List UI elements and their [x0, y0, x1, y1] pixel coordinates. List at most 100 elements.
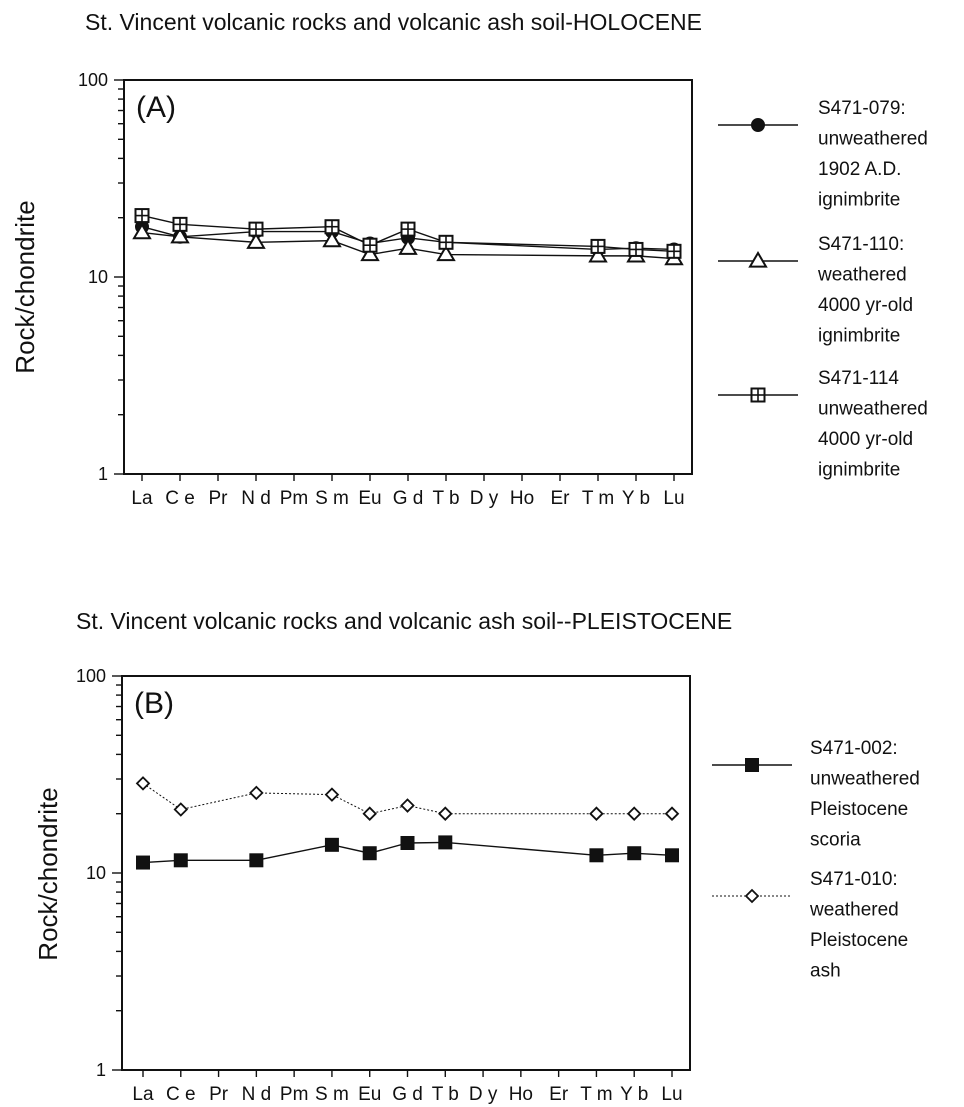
x-tick-label: Er: [549, 1084, 569, 1105]
x-tick-label: Pr: [209, 488, 229, 509]
x-tick-label: T m: [582, 488, 614, 509]
x-tick-label: S m: [315, 488, 349, 509]
legend-entry-1: S471-079: unweathered 1902 A.D. ignimbrite: [718, 98, 928, 211]
y-axis-ticks: [114, 79, 124, 475]
legend-label: unweathered: [810, 769, 920, 790]
data-point: [246, 232, 266, 249]
data-point: [134, 208, 150, 224]
data-point: [665, 848, 679, 863]
y-axis-ticks: [112, 675, 122, 1071]
chart-title: St. Vincent volcanic rocks and volcanic …: [85, 9, 702, 35]
legend-label: unweathered: [818, 399, 928, 420]
legend-marker: [750, 387, 766, 403]
y-tick-label: 100: [78, 70, 108, 90]
data-point: [362, 806, 377, 821]
data-point: [626, 806, 642, 821]
data-point: [438, 835, 453, 850]
series-2: [135, 776, 680, 821]
data-point: [664, 806, 680, 821]
x-tick-label: Eu: [358, 488, 381, 509]
legend-entry-2: S471-010: weathered Pleistocene ash: [712, 869, 908, 982]
x-tick-label: Pm: [280, 488, 309, 509]
chart-panel-a: St. Vincent volcanic rocks and volcanic …: [10, 9, 928, 509]
data-point: [362, 846, 377, 861]
x-axis-ticks: [141, 474, 675, 481]
data-point: [666, 243, 682, 259]
y-tick-label: 10: [88, 267, 108, 287]
x-axis-ticks: [142, 1070, 673, 1077]
series-line: [141, 214, 675, 253]
y-tick-label: 10: [86, 863, 106, 883]
data-point: [400, 835, 415, 850]
data-point: [588, 245, 608, 263]
legend-marker: [744, 888, 760, 904]
data-point: [360, 244, 380, 262]
x-tick-label: La: [131, 488, 153, 509]
legend-label: Pleistocene: [810, 799, 908, 820]
data-point: [589, 848, 604, 863]
legend-label: unweathered: [818, 129, 928, 150]
data-point: [132, 222, 152, 240]
legend-label: S471-079:: [818, 98, 906, 119]
x-tick-label: D y: [470, 488, 499, 509]
panel-label: (B): [134, 687, 174, 720]
x-tick-label: Y b: [620, 1084, 648, 1105]
legend-label: scoria: [810, 830, 861, 851]
chart-panel-b: St. Vincent volcanic rocks and volcanic …: [33, 608, 920, 1105]
x-tick-label: Pr: [209, 1084, 229, 1105]
data-point: [322, 230, 342, 248]
data-point: [627, 846, 642, 861]
legend-label: Pleistocene: [810, 930, 908, 951]
data-point: [173, 802, 189, 817]
x-tick-label: C e: [166, 1084, 196, 1105]
x-tick-label: C e: [165, 488, 195, 509]
chart-title: St. Vincent volcanic rocks and volcanic …: [76, 608, 732, 634]
data-point: [324, 219, 340, 235]
legend-label: 4000 yr-old: [818, 295, 913, 316]
y-tick-label: 100: [76, 666, 106, 686]
legend-label: ignimbrite: [818, 326, 900, 347]
x-tick-label: Y b: [622, 488, 650, 509]
legend-label: S471-110:: [818, 234, 904, 255]
series-line: [141, 231, 675, 260]
data-point: [324, 787, 340, 802]
x-tick-label: T m: [580, 1084, 612, 1105]
data-point: [398, 238, 418, 255]
data-point: [589, 806, 604, 821]
data-point: [324, 837, 339, 852]
series-line: [142, 841, 673, 864]
data-point: [136, 855, 150, 870]
legend-marker: [745, 758, 759, 772]
x-tick-label: Er: [551, 488, 571, 509]
x-tick-label: Lu: [661, 1084, 682, 1105]
legend-label: weathered: [809, 900, 899, 921]
legend-label: ignimbrite: [818, 460, 900, 481]
x-tick-label: D y: [469, 1084, 498, 1105]
legend-marker: [748, 251, 768, 268]
data-point: [172, 216, 188, 232]
x-tick-label: G d: [392, 1084, 423, 1105]
series-3: [134, 208, 682, 259]
series-line: [142, 782, 672, 815]
y-axis-label: Rock/chondrite: [33, 787, 63, 960]
legend-label: S471-010:: [810, 869, 898, 890]
legend-entry-3: S471-114 unweathered 4000 yr-old ignimbrite: [718, 368, 928, 481]
data-point: [248, 221, 264, 237]
x-tick-label: G d: [393, 488, 424, 509]
plot-frame: [123, 79, 693, 475]
data-point: [170, 226, 190, 244]
data-point: [249, 853, 264, 868]
legend-label: S471-114: [818, 368, 899, 389]
legend-label: S471-002:: [810, 738, 898, 759]
x-tick-label: La: [132, 1084, 154, 1105]
legend-label: weathered: [817, 265, 907, 286]
x-tick-label: T b: [432, 1084, 459, 1105]
legend-label: ash: [810, 961, 841, 982]
data-point: [400, 798, 415, 813]
data-point: [438, 806, 453, 821]
data-point: [628, 241, 644, 257]
x-tick-label: Eu: [358, 1084, 381, 1105]
plot-frame: [121, 675, 691, 1071]
x-tick-label: S m: [315, 1084, 349, 1105]
